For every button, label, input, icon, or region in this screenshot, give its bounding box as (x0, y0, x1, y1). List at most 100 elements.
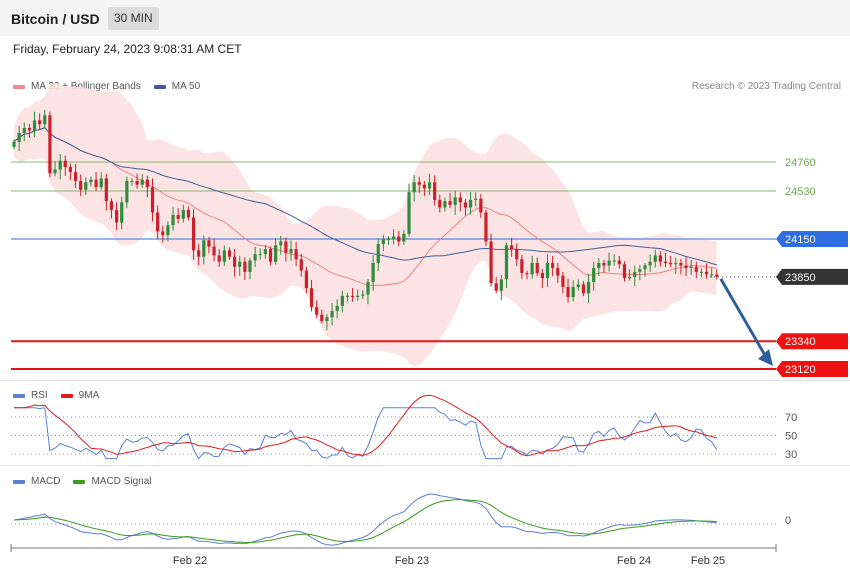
candle-body (679, 262, 683, 266)
macd-signal-legend-label: MACD Signal (91, 476, 152, 487)
candle-body (581, 284, 586, 294)
credit-text: Research © 2023 Trading Central (691, 81, 841, 92)
candle-body (217, 255, 221, 262)
rsi-ma-swatch (60, 393, 73, 398)
candle-body (94, 179, 98, 188)
candle-body (17, 132, 21, 142)
candle-body (289, 249, 293, 253)
level-label-24760: 24760 (785, 157, 816, 169)
candle-body (238, 261, 242, 267)
candle-body (43, 115, 47, 125)
candle-body (438, 199, 442, 208)
candle-body (232, 256, 237, 267)
candle-body (284, 241, 288, 253)
rsi-swatch (13, 393, 25, 398)
candle-body (597, 262, 601, 269)
candle-body (386, 238, 391, 240)
candle-body (489, 241, 493, 284)
level-tag-23340 (776, 333, 848, 350)
candle-body (243, 261, 247, 272)
candle-body (412, 182, 416, 193)
candle-body (248, 260, 252, 272)
candle-body (340, 295, 344, 306)
candle-body (479, 198, 483, 213)
candle-body (104, 178, 108, 202)
rsi-tick-70: 70 (785, 412, 797, 424)
candle-body (150, 187, 155, 213)
macd-line (13, 493, 717, 546)
candle-body (32, 120, 37, 131)
candle-body (484, 212, 488, 242)
candle-body (176, 215, 180, 219)
bollinger-band (14, 83, 717, 367)
candle-body (294, 249, 298, 260)
candle-body (515, 249, 519, 260)
macd-legend: MACD MACD Signal (13, 476, 151, 487)
candle-body (253, 254, 257, 261)
candle-body (53, 169, 57, 174)
level-tag-23850 (776, 268, 848, 285)
candle-body (309, 288, 314, 308)
candle-body (135, 180, 139, 185)
ma50-legend-label: MA 50 (171, 81, 201, 92)
rsi-ma-line (14, 394, 717, 457)
candle-body (350, 295, 355, 298)
rsi-ma-legend-label: 9MA (78, 390, 100, 401)
level-label-23340: 23340 (785, 336, 816, 348)
candle-body (48, 115, 52, 174)
candle-body (525, 273, 529, 275)
candle-body (530, 262, 534, 275)
candle-body (535, 262, 539, 274)
candle-body (448, 201, 452, 205)
candle-body (463, 202, 468, 208)
candle-body (576, 284, 580, 287)
ma20-swatch (13, 84, 25, 89)
candle-body (663, 261, 668, 263)
candle-body (166, 225, 170, 236)
candle-body (566, 286, 570, 298)
candle-body (207, 240, 211, 247)
candle-body (140, 179, 144, 185)
timeframe-badge[interactable]: 30 MIN (108, 7, 159, 30)
instrument-title: Bitcoin / USD (11, 11, 100, 27)
x-tick-label-feb-24: Feb 24 (617, 555, 651, 567)
candle-body (586, 281, 591, 294)
level-label-24530: 24530 (785, 186, 816, 198)
candle-body (628, 276, 632, 279)
candle-body (602, 262, 606, 266)
candle-body (622, 264, 627, 279)
candle-body (115, 209, 119, 223)
chart-header: Bitcoin / USD 30 MIN (0, 0, 850, 36)
candle-body (684, 265, 688, 269)
timestamp: Friday, February 24, 2023 9:08:31 AM CET (13, 42, 242, 56)
candle-body (474, 198, 478, 200)
candle-body (156, 212, 160, 232)
x-tick-label-feb-25: Feb 25 (691, 555, 725, 567)
candle-body (556, 268, 560, 276)
candle-body (38, 120, 42, 125)
main-legend: MA 20 + Bollinger Bands MA 50 (13, 81, 200, 92)
ma20-legend-label: MA 20 + Bollinger Bands (31, 81, 141, 92)
candle-body (356, 295, 360, 298)
candle-body (494, 283, 498, 291)
ma50-line (13, 127, 717, 266)
candle-body (84, 182, 88, 190)
level-tag-24150 (776, 230, 848, 247)
candle-body (520, 259, 524, 274)
candle-body (699, 271, 704, 273)
candle-body (689, 266, 693, 269)
candle-body (197, 250, 201, 257)
candle-body (279, 241, 283, 246)
rsi-tick-50: 50 (785, 431, 797, 443)
candle-body (366, 281, 370, 295)
rsi-tick-30: 30 (785, 449, 797, 461)
candle-body (274, 245, 278, 262)
candle-body (58, 160, 62, 170)
candle-body (330, 310, 334, 318)
candle-body (402, 233, 406, 242)
candle-body (704, 271, 709, 275)
candle-body (335, 305, 339, 311)
candle-body (499, 279, 503, 291)
candle-body (422, 184, 426, 189)
candle-body (612, 260, 616, 262)
